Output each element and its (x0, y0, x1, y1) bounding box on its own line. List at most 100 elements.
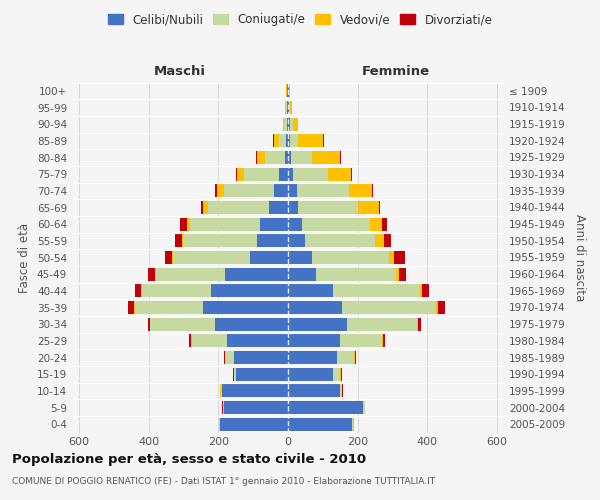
Bar (355, 351, 356, 364)
Bar (286, 134, 288, 147)
Bar (274, 184, 288, 198)
Bar (244, 168, 279, 180)
Bar (149, 318, 151, 330)
Y-axis label: Anni di nascita: Anni di nascita (572, 214, 586, 301)
Bar (290, 101, 292, 114)
Bar (288, 401, 363, 414)
Bar (354, 351, 355, 364)
Bar (190, 334, 191, 347)
Bar (172, 251, 173, 264)
Bar (288, 134, 290, 147)
Bar (340, 151, 341, 164)
Bar (288, 318, 347, 330)
Bar (289, 84, 290, 98)
Bar (370, 218, 382, 230)
Bar (375, 234, 384, 248)
Bar (182, 234, 184, 248)
Bar (236, 168, 238, 180)
Bar (128, 301, 134, 314)
Bar (134, 301, 135, 314)
Bar (192, 334, 227, 347)
Bar (287, 84, 288, 98)
Bar (288, 418, 352, 430)
Bar (190, 218, 260, 230)
Bar (352, 418, 353, 430)
Bar (287, 101, 288, 114)
Bar (288, 234, 305, 248)
Bar (382, 334, 383, 347)
Bar (288, 301, 342, 314)
Bar (260, 218, 288, 230)
Bar (358, 201, 379, 214)
Bar (340, 334, 382, 347)
Text: COMUNE DI POGGIO RENATICO (FE) - Dati ISTAT 1° gennaio 2010 - Elaborazione TUTTI: COMUNE DI POGGIO RENATICO (FE) - Dati IS… (12, 478, 435, 486)
Bar (333, 368, 340, 380)
Bar (293, 168, 328, 180)
Bar (165, 251, 172, 264)
Bar (328, 168, 351, 180)
Bar (257, 151, 265, 164)
Bar (221, 384, 222, 398)
Bar (333, 284, 421, 298)
Bar (224, 401, 288, 414)
Bar (342, 301, 436, 314)
Bar (223, 401, 224, 414)
Bar (236, 368, 288, 380)
Text: Femmine: Femmine (362, 64, 430, 78)
Bar (288, 218, 302, 230)
Bar (279, 168, 288, 180)
Bar (256, 151, 257, 164)
Bar (288, 251, 313, 264)
Bar (288, 118, 290, 130)
Bar (135, 301, 203, 314)
Bar (288, 151, 291, 164)
Bar (400, 268, 406, 280)
Bar (349, 184, 371, 198)
Bar (382, 218, 387, 230)
Bar (225, 351, 234, 364)
Bar (311, 151, 340, 164)
Bar (274, 134, 279, 147)
Bar (298, 201, 358, 214)
Bar (302, 218, 370, 230)
Bar (421, 284, 422, 298)
Bar (438, 301, 445, 314)
Bar (279, 134, 286, 147)
Bar (291, 151, 311, 164)
Legend: Celibi/Nubili, Coniugati/e, Vedovi/e, Divorziati/e: Celibi/Nubili, Coniugati/e, Vedovi/e, Di… (103, 8, 497, 31)
Bar (284, 118, 287, 130)
Bar (363, 401, 365, 414)
Bar (288, 201, 298, 214)
Bar (155, 268, 225, 280)
Text: Popolazione per età, sesso e stato civile - 2010: Popolazione per età, sesso e stato civil… (12, 452, 366, 466)
Bar (316, 268, 396, 280)
Bar (234, 351, 288, 364)
Bar (215, 318, 288, 330)
Bar (269, 201, 288, 214)
Bar (225, 268, 288, 280)
Bar (396, 268, 400, 280)
Bar (290, 134, 298, 147)
Bar (379, 201, 380, 214)
Bar (313, 251, 389, 264)
Bar (136, 284, 140, 298)
Bar (288, 351, 337, 364)
Bar (175, 234, 182, 248)
Bar (288, 168, 293, 180)
Bar (288, 84, 289, 98)
Bar (227, 334, 288, 347)
Bar (140, 284, 142, 298)
Bar (389, 251, 394, 264)
Bar (340, 368, 341, 380)
Bar (148, 318, 149, 330)
Bar (238, 168, 244, 180)
Bar (436, 301, 438, 314)
Bar (283, 118, 284, 130)
Bar (250, 251, 288, 264)
Bar (422, 284, 429, 298)
Text: Maschi: Maschi (154, 64, 206, 78)
Bar (224, 351, 225, 364)
Bar (187, 218, 190, 230)
Bar (284, 151, 288, 164)
Bar (257, 234, 288, 248)
